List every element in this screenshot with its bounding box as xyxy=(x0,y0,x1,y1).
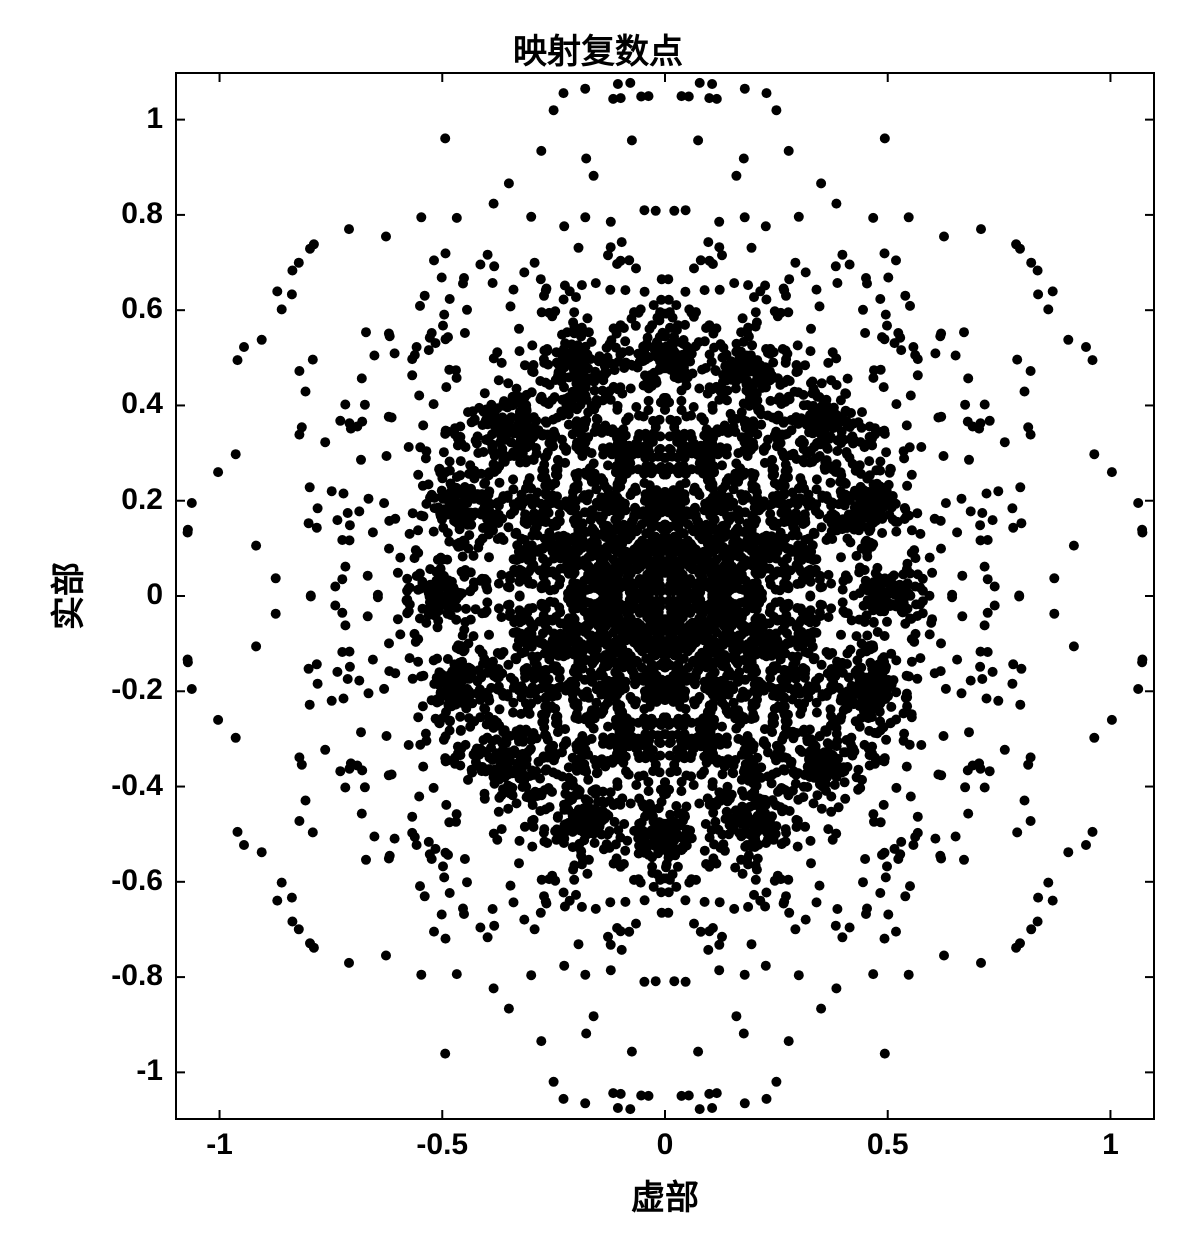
scatter-points xyxy=(183,78,1148,1114)
scatter-svg xyxy=(175,72,1155,1120)
tick-label: -1 xyxy=(180,1128,260,1162)
chart-figure: 映射复数点 实部 虚部 -1 -0.5 0 0.5 1 -1 -0.8 -0.6 -0.4 -0.… xyxy=(0,0,1196,1234)
tick-label: 0.8 xyxy=(121,197,163,231)
tick-label: 0 xyxy=(146,578,163,612)
tick-label: -1 xyxy=(136,1054,163,1088)
plot-area xyxy=(175,72,1155,1120)
tick-label: -0.2 xyxy=(111,673,163,707)
tick-label: 0.6 xyxy=(121,292,163,326)
tick-label: 1 xyxy=(1070,1128,1150,1162)
tick-label: -0.6 xyxy=(111,864,163,898)
y-axis-label: 实部 xyxy=(41,562,90,630)
tick-label: -0.5 xyxy=(402,1128,482,1162)
tick-label: 0.2 xyxy=(121,483,163,517)
tick-label: -0.8 xyxy=(111,959,163,993)
tick-label: -0.4 xyxy=(111,769,163,803)
tick-label: 0.4 xyxy=(121,387,163,421)
tick-label: 0.5 xyxy=(848,1128,928,1162)
tick-label: 0 xyxy=(625,1128,705,1162)
tick-label: 1 xyxy=(146,102,163,136)
x-axis-label: 虚部 xyxy=(175,1170,1155,1219)
chart-title: 映射复数点 xyxy=(0,24,1196,73)
axis-box xyxy=(175,72,1155,1120)
